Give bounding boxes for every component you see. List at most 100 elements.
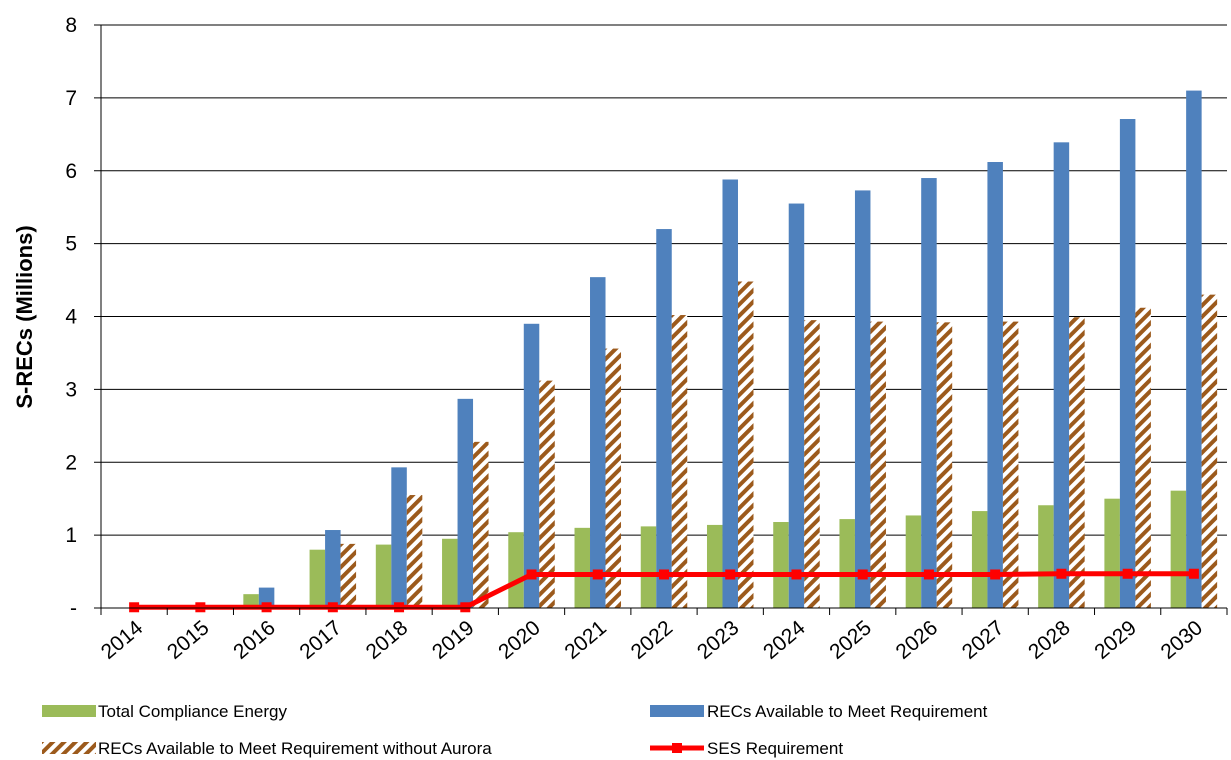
y-tick-label: 3 [65, 378, 77, 401]
legend-item: RECs Available to Meet Requirement [650, 702, 988, 721]
bar-recs-available-to-meet-requirement [788, 203, 805, 608]
legend-marker [672, 743, 682, 753]
line-marker [1056, 568, 1067, 579]
y-tick-label: 8 [65, 14, 77, 37]
bar-total-compliance-energy [243, 594, 259, 608]
bar-recs-available-to-meet-requirement [987, 162, 1003, 608]
line-marker [592, 569, 603, 580]
x-tick-label: 2027 [958, 616, 1009, 664]
legend-item: RECs Available to Meet Requirement witho… [42, 739, 492, 758]
bar-recs-available-to-meet-requirement-without-aurora [539, 380, 555, 608]
line-marker [725, 569, 736, 580]
line-marker [659, 569, 669, 580]
x-tick-label: 2018 [362, 616, 413, 664]
x-tick-label: 2029 [1090, 616, 1141, 664]
axes [100, 25, 1228, 615]
bar-recs-available-to-meet-requirement-without-aurora [1069, 317, 1085, 608]
bar-recs-available-to-meet-requirement-without-aurora [671, 315, 688, 608]
bar-total-compliance-energy [839, 519, 855, 608]
x-tick-label: 2015 [163, 616, 214, 664]
bar-total-compliance-energy [1170, 490, 1187, 608]
bar-recs-available-to-meet-requirement [656, 229, 672, 609]
bar-recs-available-to-meet-requirement [1186, 90, 1202, 608]
ses-requirement-line [129, 568, 1199, 613]
x-tick-label: 2020 [494, 616, 545, 664]
bar-total-compliance-energy [971, 511, 988, 608]
line-marker [261, 602, 272, 613]
y-tick-label: 2 [65, 451, 77, 474]
bar-recs-available-to-meet-requirement [391, 467, 407, 608]
line-marker [460, 602, 471, 613]
bar-recs-available-to-meet-requirement-without-aurora [804, 320, 820, 608]
bar-total-compliance-energy [442, 538, 458, 608]
bar-recs-available-to-meet-requirement-without-aurora [737, 281, 754, 608]
line-marker [923, 569, 934, 580]
legend-label: RECs Available to Meet Requirement witho… [98, 739, 492, 758]
x-tick-label: 2025 [825, 616, 876, 664]
bar-recs-available-to-meet-requirement [325, 530, 341, 608]
x-tick-label: 2017 [295, 616, 346, 664]
legend-swatch [42, 742, 96, 754]
bar-recs-available-to-meet-requirement [1119, 119, 1136, 608]
bar-total-compliance-energy [574, 527, 591, 608]
bar-recs-available-to-meet-requirement [1053, 142, 1070, 609]
y-tick-label: - [70, 597, 77, 620]
y-tick-label: 1 [65, 524, 77, 547]
y-axis-label: S-RECs (Millions) [12, 225, 37, 408]
bar-recs-available-to-meet-requirement-without-aurora [870, 321, 886, 608]
x-tick-label: 2024 [759, 616, 810, 664]
bar-recs-available-to-meet-requirement [457, 398, 474, 608]
line-marker [327, 602, 338, 613]
bar-recs-available-to-meet-requirement-without-aurora [1201, 294, 1218, 608]
legend-label: SES Requirement [707, 739, 843, 758]
x-tick-labels: 2014 2015 2016 2017 2018 2019 2020 2021 2022 2023… [97, 616, 1207, 664]
line-marker [791, 569, 802, 580]
legend-label: RECs Available to Meet Requirement [707, 702, 988, 721]
bar-recs-available-to-meet-requirement [854, 190, 871, 608]
x-tick-label: 2026 [892, 616, 943, 664]
bar-total-compliance-energy [1038, 505, 1054, 608]
y-tick-label: 4 [65, 306, 77, 329]
bar-recs-available-to-meet-requirement-without-aurora [605, 348, 622, 608]
bar-recs-available-to-meet-requirement [523, 323, 540, 608]
y-tick-labels: - 1 2 3 4 5 6 7 8 [65, 14, 77, 620]
x-tick-label: 2014 [97, 616, 148, 664]
bar-total-compliance-energy [1104, 498, 1120, 608]
line-marker [1188, 568, 1199, 579]
bar-recs-available-to-meet-requirement [921, 178, 937, 608]
line-marker [857, 569, 868, 580]
bar-recs-available-to-meet-requirement [590, 277, 606, 608]
y-tick-label: 5 [65, 233, 77, 256]
bar-total-compliance-energy [508, 532, 524, 608]
bar-total-compliance-energy [706, 524, 723, 608]
x-tick-label: 2030 [1157, 616, 1208, 664]
x-tick-label: 2021 [560, 616, 611, 664]
x-tick-label: 2028 [1024, 616, 1075, 664]
line-marker [394, 602, 405, 613]
bar-total-compliance-energy [905, 515, 922, 608]
legend-item: SES Requirement [650, 739, 843, 758]
legend-swatch [42, 705, 96, 717]
line-marker [990, 569, 1001, 580]
line-marker [129, 602, 140, 613]
bar-total-compliance-energy [773, 522, 789, 608]
x-tick-label: 2023 [693, 616, 744, 664]
legend-item: Total Compliance Energy [42, 702, 287, 721]
bars [177, 90, 1218, 609]
bar-total-compliance-energy [309, 549, 326, 608]
bar-recs-available-to-meet-requirement-without-aurora [340, 543, 357, 608]
line-marker [195, 602, 206, 613]
bar-recs-available-to-meet-requirement-without-aurora [936, 322, 953, 608]
y-tick-label: 6 [65, 160, 77, 183]
bar-recs-available-to-meet-requirement-without-aurora [1135, 307, 1151, 608]
legend-label: Total Compliance Energy [98, 702, 287, 721]
x-tick-label: 2016 [229, 616, 280, 664]
bar-recs-available-to-meet-requirement-without-aurora [473, 441, 489, 608]
legend-swatch [650, 705, 704, 717]
bar-total-compliance-energy [640, 526, 657, 608]
y-tick-label: 7 [65, 87, 77, 110]
bar-recs-available-to-meet-requirement [722, 179, 738, 608]
x-tick-label: 2019 [428, 616, 479, 664]
